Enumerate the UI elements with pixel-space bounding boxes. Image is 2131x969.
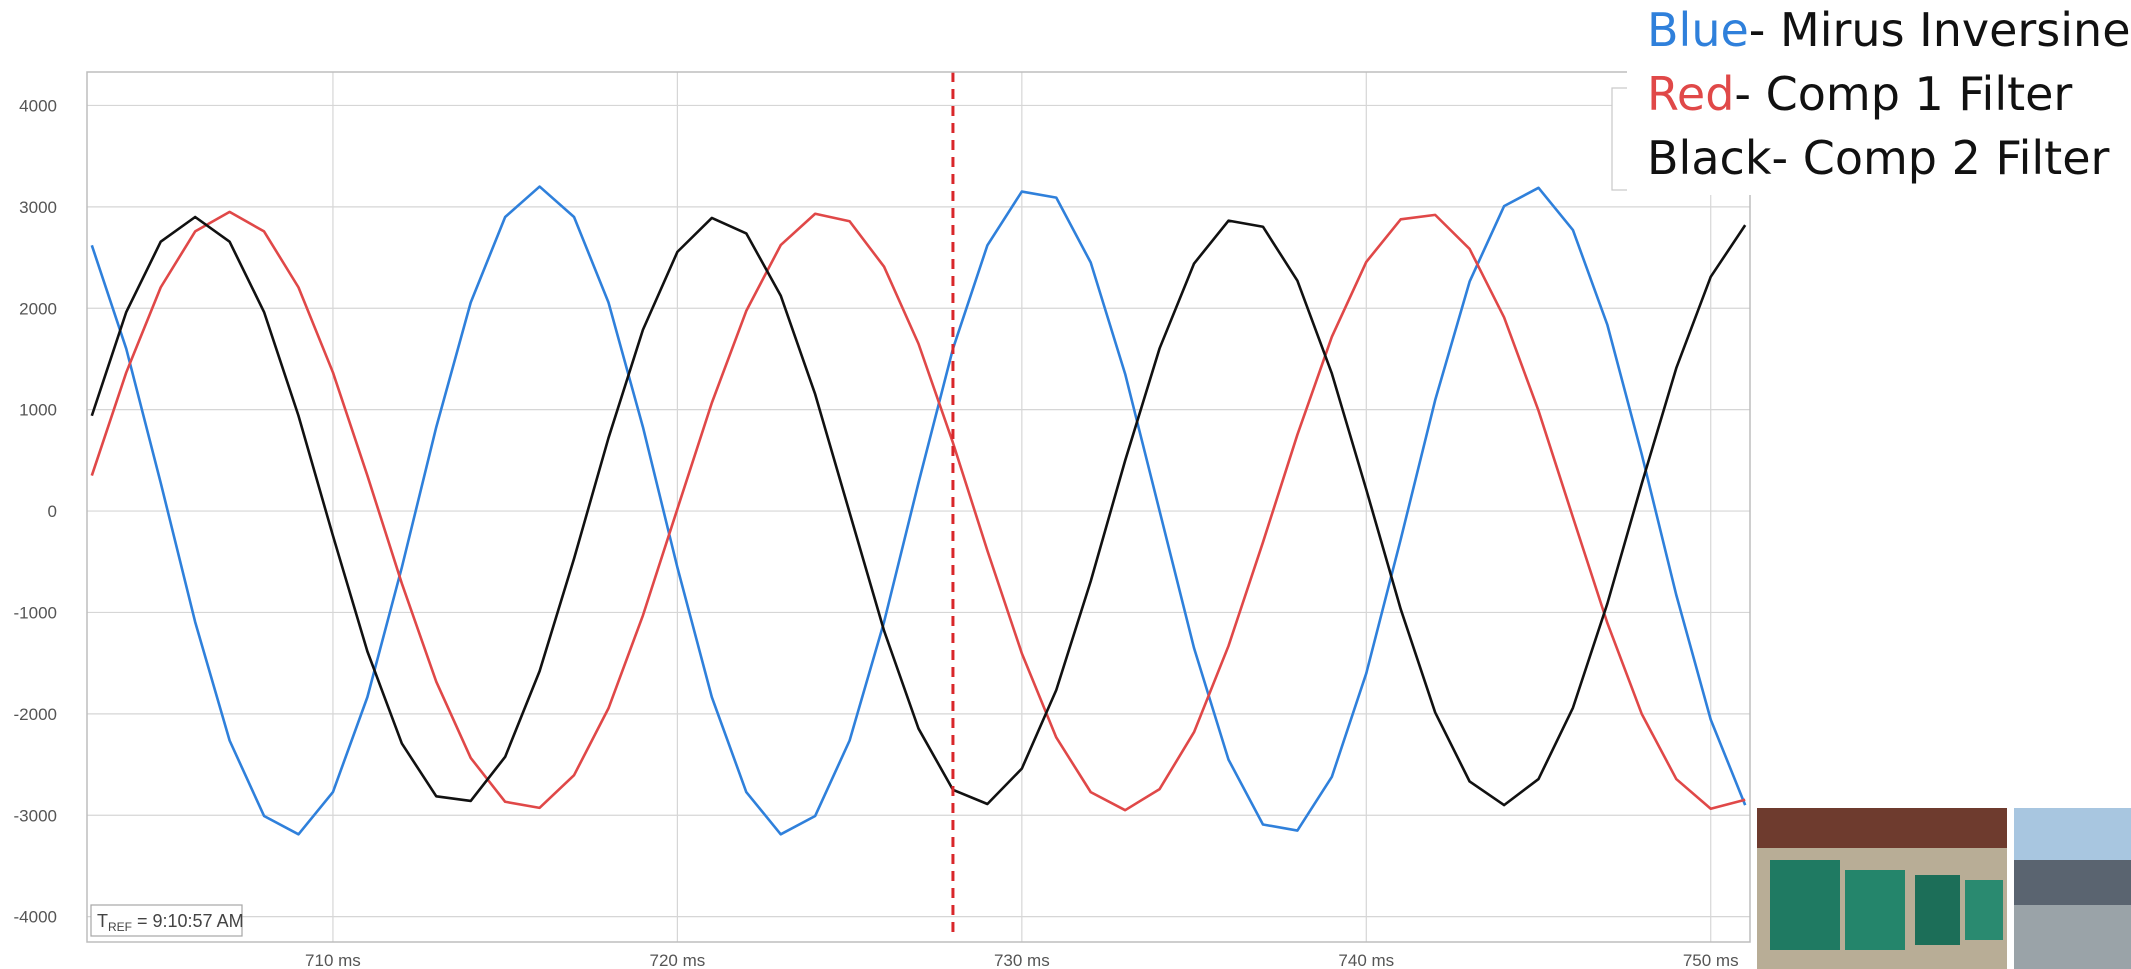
x-tick-label: 740 ms [1338, 951, 1394, 969]
photo-machine [1845, 870, 1905, 950]
annotation-rest: = 9:10:57 AM [132, 911, 244, 931]
photo-roof [1757, 808, 2007, 848]
legend-color-word: Red [1647, 67, 1734, 121]
legend-entry: Red- Comp 1 Filter [1647, 67, 2072, 121]
y-tick-label: -4000 [14, 908, 57, 927]
legend-separator: - [1734, 67, 1765, 121]
photo-machine [1770, 860, 1840, 950]
y-tick-label: 2000 [19, 299, 57, 318]
legend-name: Mirus Inversine [1780, 3, 2130, 57]
legend-separator: - [1749, 3, 1780, 57]
y-tick-label: -2000 [14, 705, 57, 724]
photo-building [2014, 860, 2131, 910]
series-line [90, 185, 1747, 836]
y-tick-label: 0 [48, 502, 57, 521]
legend-separator: - [1771, 131, 1802, 185]
annotation-sub: REF [108, 920, 132, 934]
legend-entry: Black- Comp 2 Filter [1647, 131, 2109, 185]
x-tick-label: 750 ms [1683, 951, 1739, 969]
annotation-box [90, 904, 243, 937]
x-tick-label: 730 ms [994, 951, 1050, 969]
y-tick-label: 4000 [19, 96, 57, 115]
photo [2014, 808, 2131, 969]
legend-entry: Blue- Mirus Inversine [1647, 3, 2131, 57]
series-line [90, 215, 1747, 807]
legend-name: Comp 2 Filter [1803, 131, 2110, 185]
series-line [90, 210, 1746, 812]
photo [1757, 808, 2007, 969]
plot-frame [86, 71, 1751, 943]
photo-machine [1915, 875, 1960, 945]
y-tick-label: 1000 [19, 401, 57, 420]
plot [90, 72, 1747, 932]
annotation: TREF = 9:10:57 AM [97, 911, 244, 934]
y-tick-label: 3000 [19, 198, 57, 217]
x-tick-label: 720 ms [650, 951, 706, 969]
y-tick-label: -1000 [14, 603, 57, 622]
legend-color-word: Blue [1647, 3, 1749, 57]
photo-machine [1965, 880, 2003, 940]
legend-name: Comp 1 Filter [1766, 67, 2073, 121]
photo-ground [2014, 905, 2131, 969]
x-tick-label: 710 ms [305, 951, 361, 969]
annotation-main: T [97, 911, 108, 931]
legend-background [1627, 0, 2131, 195]
legend-color-word: Black [1647, 131, 1772, 185]
ticks: -4000 -3000 -2000 -1000 0 1000 2000 3000 4000 710… [14, 96, 1739, 969]
y-tick-label: -3000 [14, 806, 57, 825]
